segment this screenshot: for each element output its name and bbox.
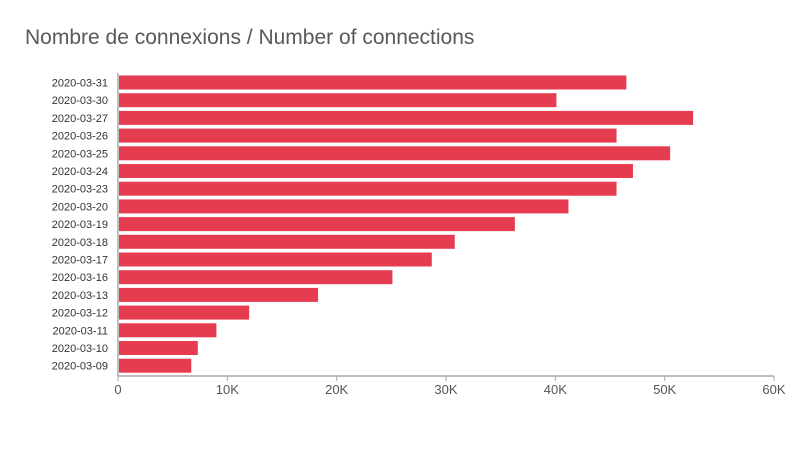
x-tick-label: 50K (653, 382, 676, 397)
category-label: 2020-03-12 (52, 308, 108, 320)
category-label: 2020-03-24 (52, 166, 108, 178)
x-tick-label: 10K (216, 382, 239, 397)
category-label: 2020-03-10 (52, 343, 108, 355)
category-label: 2020-03-13 (52, 290, 108, 302)
bar-2020-03-25 (119, 146, 671, 161)
bar-2020-03-09 (119, 358, 192, 373)
x-tick-label: 40K (544, 382, 567, 397)
x-tick-label: 0 (114, 382, 121, 397)
bar-2020-03-26 (119, 128, 617, 143)
bar-2020-03-10 (119, 341, 198, 355)
bar-2020-03-18 (119, 234, 455, 249)
bar-2020-03-20 (119, 199, 569, 214)
bar-2020-03-12 (119, 305, 250, 320)
bar-2020-03-16 (119, 270, 393, 285)
category-label: 2020-03-16 (52, 272, 108, 284)
bar-2020-03-17 (119, 252, 432, 267)
category-label: 2020-03-27 (52, 113, 108, 125)
category-label: 2020-03-25 (52, 148, 108, 160)
bar-2020-03-31 (119, 75, 627, 90)
bars-layer (119, 75, 694, 373)
category-label: 2020-03-30 (52, 95, 108, 107)
bar-2020-03-19 (119, 217, 515, 232)
category-labels: 2020-03-31 2020-03-30 2020-03-27 2020-03-26… (52, 78, 108, 373)
bar-2020-03-27 (119, 110, 694, 125)
x-axis-ticks: 0 10K 20K 30K 40K 50K 60K (114, 376, 786, 397)
category-label: 2020-03-11 (53, 325, 108, 337)
category-label: 2020-03-17 (52, 255, 108, 267)
bar-2020-03-23 (119, 181, 617, 196)
category-label: 2020-03-23 (52, 184, 108, 196)
category-label: 2020-03-26 (52, 131, 108, 143)
bar-2020-03-30 (119, 93, 557, 108)
category-label: 2020-03-18 (52, 237, 108, 249)
x-tick-label: 30K (434, 382, 457, 397)
category-label: 2020-03-09 (52, 361, 108, 373)
bar-2020-03-11 (119, 323, 217, 338)
x-tick-label: 20K (325, 382, 348, 397)
bar-2020-03-13 (119, 287, 319, 302)
bar-2020-03-24 (119, 164, 633, 178)
category-label: 2020-03-19 (52, 219, 108, 231)
category-label: 2020-03-31 (52, 78, 108, 90)
chart-title: Nombre de connexions / Number of connect… (25, 26, 475, 49)
category-label: 2020-03-20 (52, 201, 108, 213)
x-tick-label: 60K (762, 382, 785, 397)
